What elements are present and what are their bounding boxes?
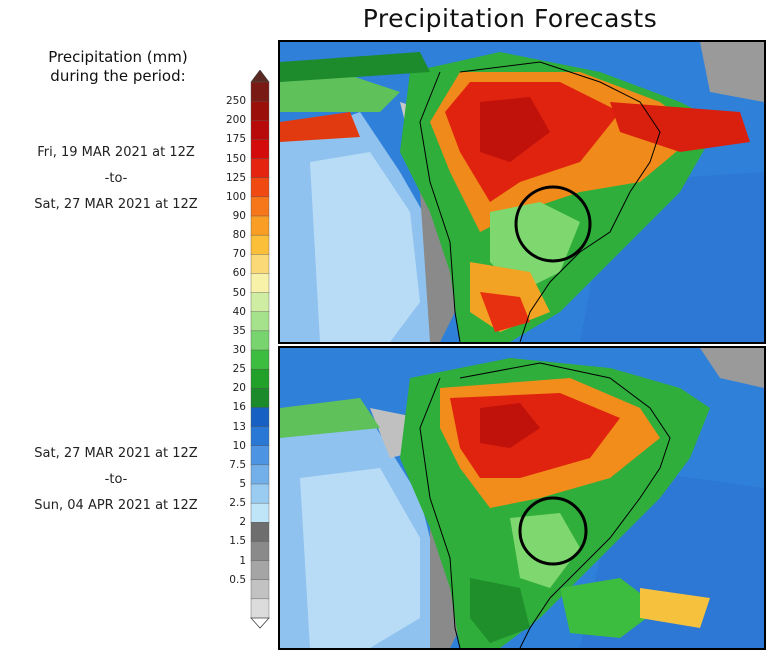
colorbar-swatch — [250, 234, 270, 255]
colorbar-swatch — [250, 100, 270, 121]
focus-circle-2 — [518, 496, 588, 566]
colorbar-swatch — [250, 522, 270, 542]
colorbar-tick-label: 2.5 — [229, 497, 246, 510]
colorbar-tick-label: 60 — [232, 267, 246, 280]
colorbar-swatch — [250, 292, 270, 313]
precip-map-2 — [280, 348, 764, 648]
colorbar-tick-label: 90 — [232, 210, 246, 222]
colorbar-swatch — [250, 139, 270, 160]
legend-heading-line2: during the period: — [50, 67, 186, 85]
map-panel-2 — [278, 346, 766, 650]
period-1-start: Fri, 19 MAR 2021 at 12Z — [37, 145, 195, 160]
legend-heading: Precipitation (mm) during the period: — [18, 48, 218, 86]
colorbar-swatch — [250, 483, 270, 504]
colorbar-swatch — [250, 254, 270, 274]
colorbar-tick-label: 1 — [239, 554, 246, 567]
period-1-label: Fri, 19 MAR 2021 at 12Z -to- Sat, 27 MAR… — [6, 140, 226, 218]
colorbar-tick-label: 150 — [225, 152, 246, 165]
colorbar-tick-label: 200 — [225, 114, 246, 127]
colorbar-swatch — [250, 311, 270, 332]
colorbar-swatch — [250, 541, 270, 562]
colorbar-tick-label: 5 — [239, 478, 246, 490]
colorbar-tick-label: 70 — [232, 248, 246, 261]
colorbar-tick-label: 80 — [232, 229, 246, 242]
colorbar-tick-label: 175 — [225, 133, 246, 146]
colorbar-swatch — [250, 464, 270, 485]
colorbar-tick-labels: 250 200 175 150 125 100 90 80 70 60 50 40 35 30 25 20 16… — [214, 80, 246, 620]
period-2-end: Sun, 04 APR 2021 at 12Z — [34, 498, 198, 513]
period-1-end: Sat, 27 MAR 2021 at 12Z — [34, 197, 198, 212]
colorbar-swatch — [250, 177, 270, 198]
colorbar-swatch — [250, 388, 270, 408]
colorbar-tick-label: 30 — [232, 344, 246, 356]
colorbar-tick-label: 20 — [232, 382, 246, 395]
colorbar-swatch — [250, 273, 270, 294]
precip-map-1 — [280, 42, 764, 342]
colorbar-tick-label: 2 — [239, 516, 246, 529]
colorbar-swatch — [250, 330, 270, 351]
period-1-sep: -to- — [104, 171, 128, 186]
colorbar-swatch — [250, 426, 270, 447]
colorbar-swatch — [250, 598, 270, 619]
colorbar-tick-label: 125 — [225, 171, 246, 184]
colorbar-tick-label: 35 — [232, 324, 246, 337]
period-2-label: Sat, 27 MAR 2021 at 12Z -to- Sun, 04 APR… — [6, 441, 226, 519]
colorbar-swatch — [250, 560, 270, 581]
colorbar-tick-label: 250 — [225, 95, 246, 108]
colorbar-tick-label: 10 — [232, 439, 246, 452]
colorbar — [250, 70, 270, 629]
colorbar-tick-label: 0.5 — [229, 573, 246, 586]
map-panel-1 — [278, 40, 766, 344]
colorbar-swatch — [250, 158, 270, 179]
colorbar-swatch — [250, 196, 270, 217]
colorbar-swatch — [250, 81, 270, 102]
colorbar-swatch — [250, 120, 270, 140]
chart-title: Precipitation Forecasts — [362, 4, 658, 33]
colorbar-swatch — [250, 215, 270, 236]
colorbar-swatch — [250, 502, 270, 523]
period-2-start: Sat, 27 MAR 2021 at 12Z — [34, 446, 198, 461]
colorbar-swatch — [250, 349, 270, 370]
colorbar-tick-label: 100 — [225, 190, 246, 203]
colorbar-tick-label: 40 — [232, 305, 246, 318]
colorbar-swatch — [250, 579, 270, 600]
colorbar-min-arrow — [250, 617, 270, 629]
colorbar-swatch — [250, 445, 270, 466]
colorbar-swatch — [250, 407, 270, 428]
colorbar-tick-label: 50 — [232, 286, 246, 299]
colorbar-tick-label: 7.5 — [229, 458, 246, 471]
focus-circle-1 — [514, 185, 592, 263]
colorbar-tick-label: 13 — [232, 420, 246, 433]
colorbar-swatch — [250, 368, 270, 389]
colorbar-tick-label: 1.5 — [229, 535, 246, 548]
period-2-sep: -to- — [104, 472, 128, 487]
colorbar-max-arrow — [250, 70, 270, 83]
colorbar-tick-label: 25 — [232, 363, 246, 376]
legend-heading-line1: Precipitation (mm) — [48, 48, 188, 66]
colorbar-tick-label: 16 — [232, 401, 246, 414]
